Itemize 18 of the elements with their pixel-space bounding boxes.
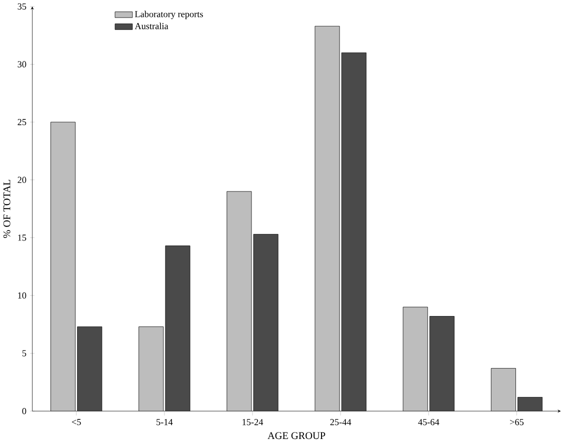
legend-label: Laboratory reports xyxy=(134,10,203,19)
x-tick-label: 25-44 xyxy=(330,418,352,425)
x-axis-title: AGE GROUP xyxy=(268,432,326,439)
y-tick-label: 20 xyxy=(18,176,26,183)
y-tick-label: 5 xyxy=(22,350,26,356)
y-tick-label: 35 xyxy=(18,3,26,10)
y-tick-label: 15 xyxy=(18,234,26,241)
x-tick-label: 45-64 xyxy=(418,418,440,425)
y-tick-label: 10 xyxy=(18,292,26,298)
y-tick-label: 25 xyxy=(18,118,26,125)
y-tick-label: 0 xyxy=(22,408,26,414)
y-axis-title: % OF TOTAL xyxy=(3,180,10,238)
x-tick-label: <5 xyxy=(72,418,81,425)
legend-label: Australia xyxy=(134,22,168,29)
x-tick-label: 5-14 xyxy=(156,418,173,425)
x-tick-label: >65 xyxy=(510,418,524,425)
x-tick-label: 15-24 xyxy=(242,418,264,425)
y-tick-label: 30 xyxy=(18,60,26,68)
